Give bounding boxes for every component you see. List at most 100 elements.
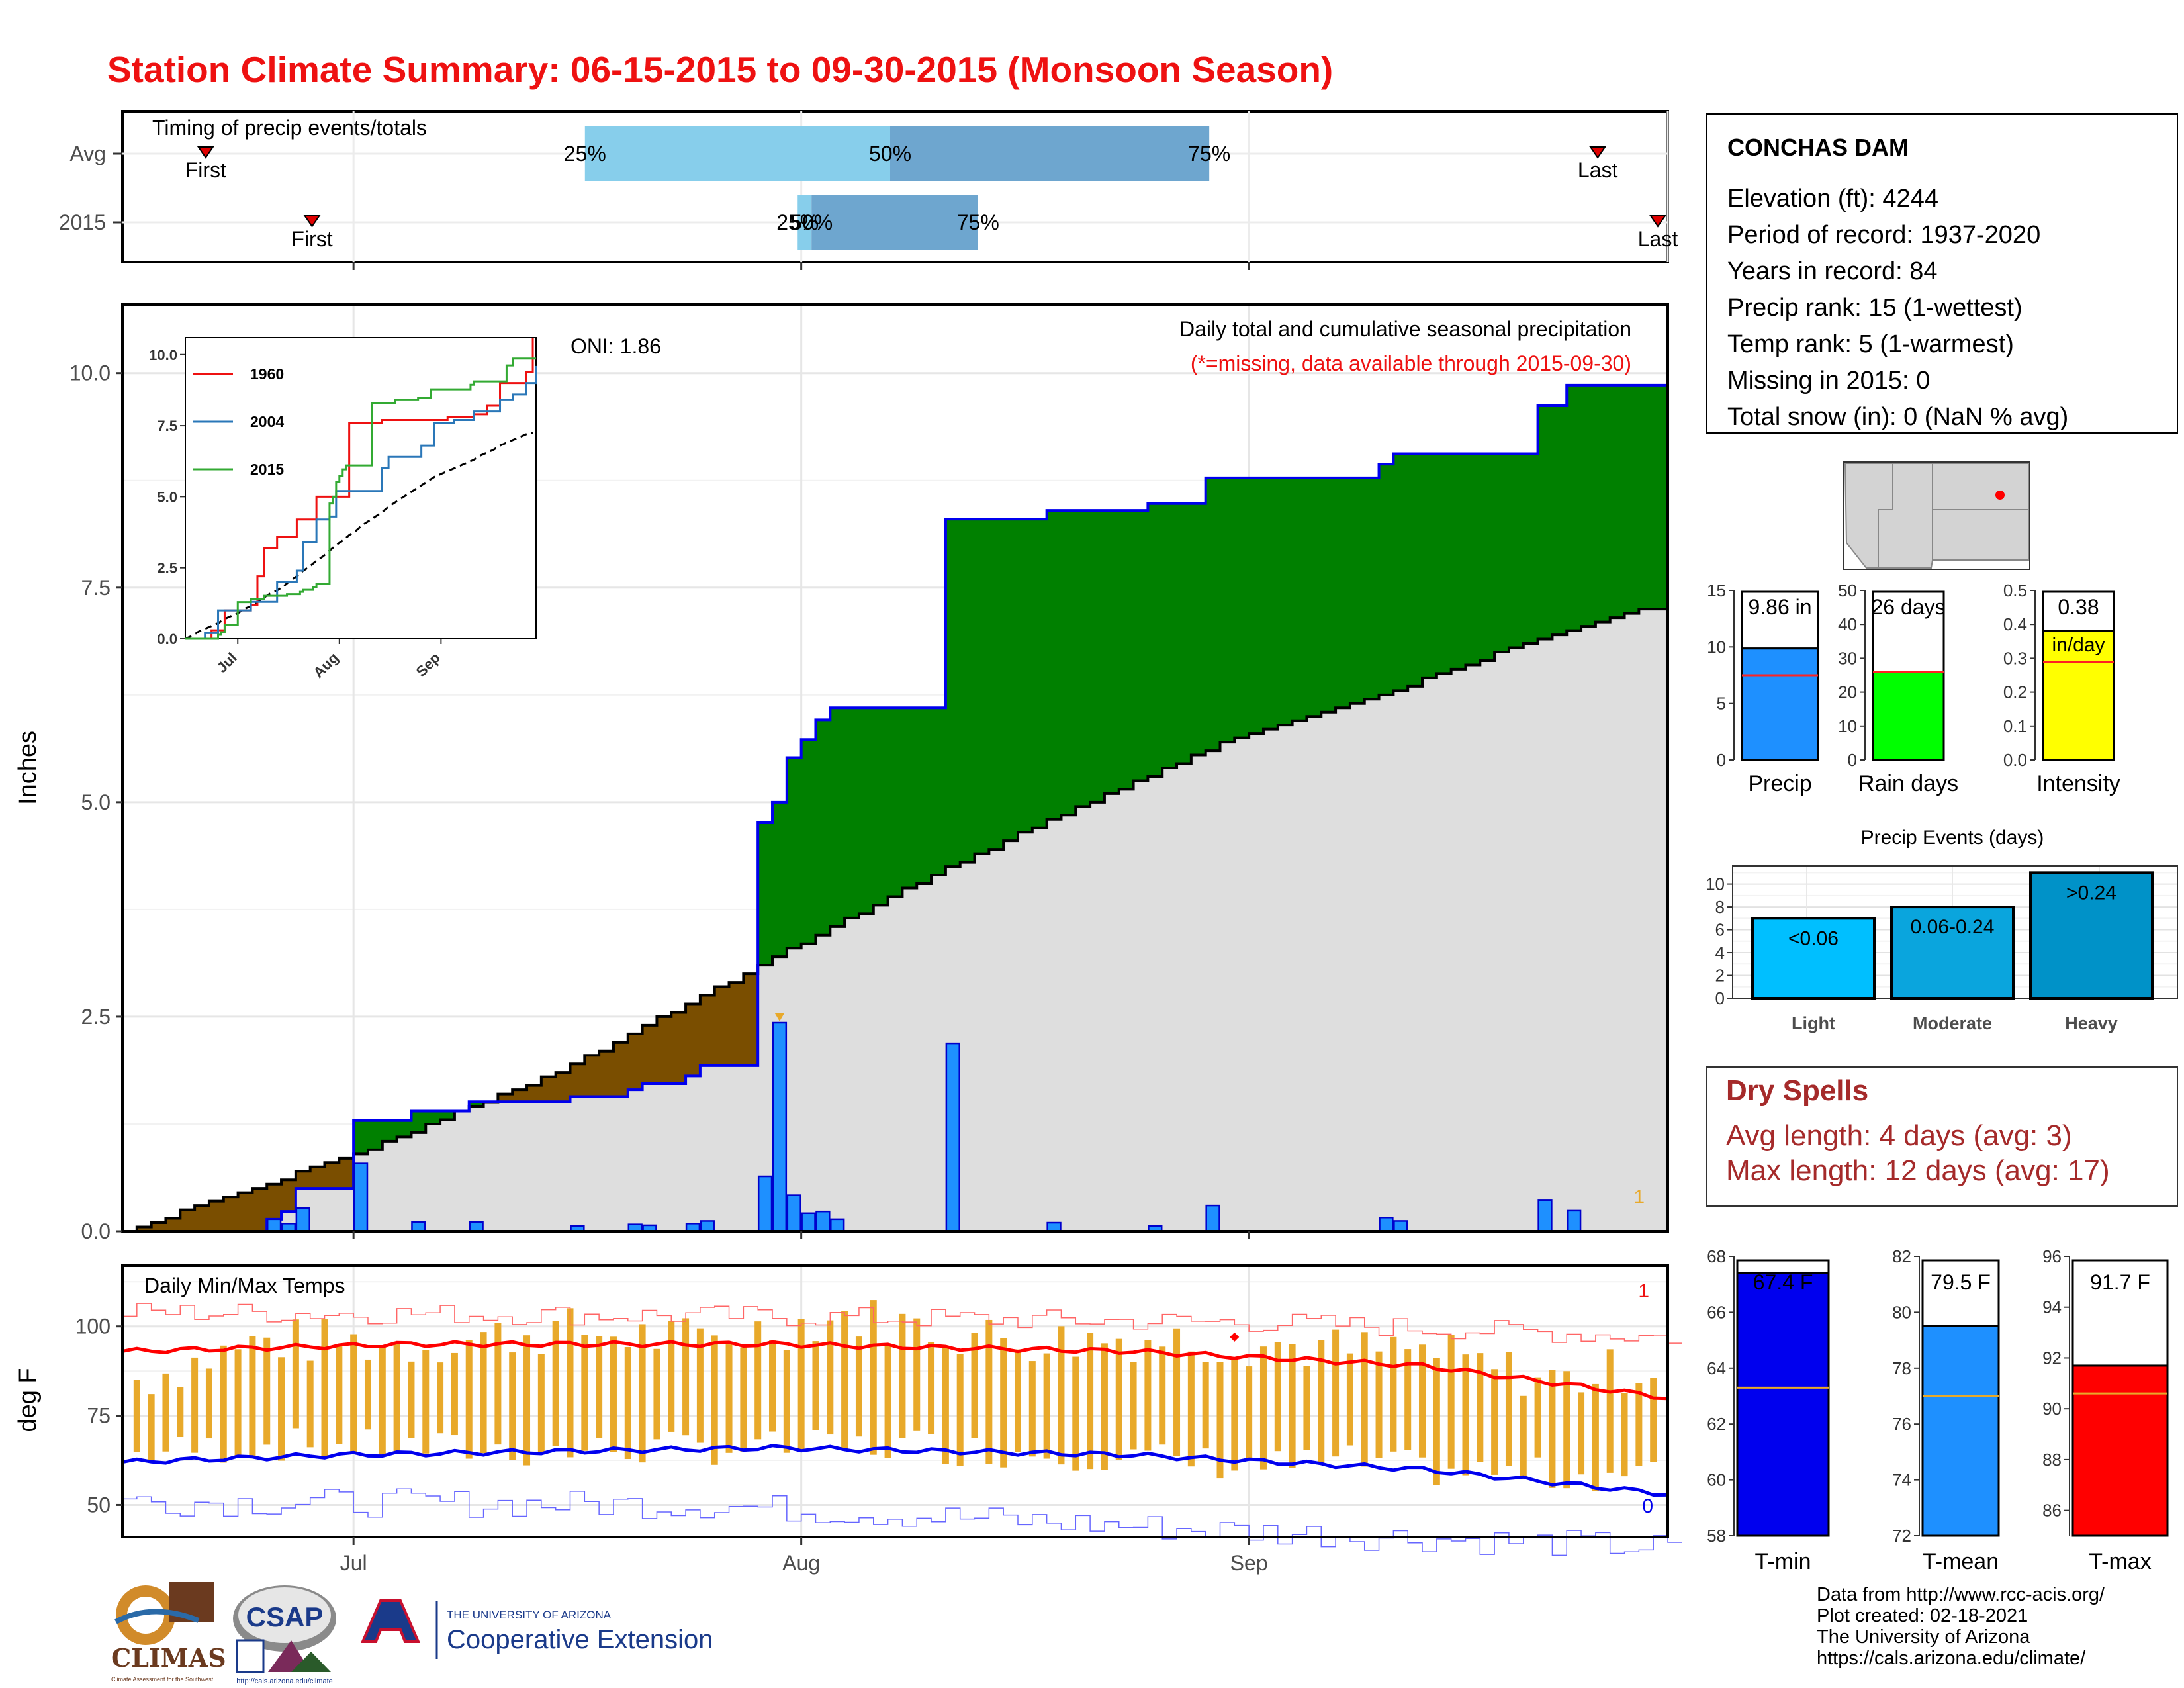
daily-temp-bar [1592,1383,1599,1492]
daily-temp-bar [596,1336,603,1438]
surplus-segment [411,1111,426,1133]
surplus-segment [1508,453,1524,648]
timing-row-label: 2015 [59,211,106,234]
record-min-line [122,1488,1682,1556]
daily-temp-bar [1202,1362,1209,1449]
cumulative-2015-line [122,383,1668,1233]
station-info-box: CONCHAS DAM Elevation (ft): 4244 Period … [1706,113,2178,434]
surplus-segment [1177,503,1192,764]
daily-temp-bar [1144,1340,1152,1451]
summary-y-tick-label: 20 [1838,682,1857,702]
daily-temp-bar [841,1311,848,1449]
summary-y-tick-label: 0.1 [2003,716,2027,736]
daily-temp-bar [133,1380,140,1452]
deficit-segment [324,1162,340,1189]
deficit-segment [743,974,758,1066]
inset-series-line-2015 [185,357,536,640]
daily-precip-bar [1537,1199,1553,1233]
surplus-segment [1393,453,1408,691]
surplus-segment [1205,477,1221,751]
oni-value: ONI: 1.86 [570,334,661,358]
daily-temp-bar [639,1324,646,1463]
deficit-segment [136,1227,152,1231]
temp-summary-y-tick-label: 58 [1707,1526,1726,1546]
surplus-segment [1162,503,1177,768]
daily-temp-bar [494,1323,502,1445]
page-title: Station Climate Summary: 06-15-2015 to 0… [107,49,1333,90]
deficit-segment [642,1025,658,1084]
surplus-segment [1336,477,1351,708]
daily-temp-bar [1216,1362,1224,1479]
surplus-segment [1148,503,1163,776]
temp-summary-box [2071,1259,2169,1367]
surplus-segment [786,757,802,949]
surplus-segment [1436,453,1452,674]
summary-y-tick-label: 40 [1838,614,1857,634]
daily-temp-bar [278,1357,285,1461]
daily-precip-bar [700,1220,715,1233]
daily-temp-bar [581,1335,588,1451]
temp-summary-y-tick-label: 96 [2042,1246,2062,1266]
daily-precip-bar [266,1218,282,1233]
inset-y-tick-label: 10.0 [149,347,177,363]
daily-precip-bar [1205,1204,1220,1233]
timing-first-label: First [291,227,332,251]
timing-first-marker [197,146,214,159]
daily-temp-bar [379,1346,386,1457]
surplus-segment [396,1120,412,1137]
surplus-segment [1321,477,1336,712]
timing-row-label: Avg [69,142,106,165]
precip-events-title: Precip Events (days) [1861,827,2044,849]
daily-precip-bar [830,1218,845,1233]
y-tick-label: 100 [75,1315,111,1338]
y-tick-label: 10.0 [69,361,111,385]
deficit-segment [339,1158,354,1189]
temp-summary-y-tick-label: 74 [1892,1470,1911,1490]
daily-temp-bar [1130,1362,1137,1450]
station-line: Missing in 2015: 0 [1727,367,1930,395]
precip-event-category-label: Light [1792,1013,1835,1033]
ua-logo-line1: THE UNIVERSITY OF ARIZONA [447,1609,612,1621]
surplus-segment [440,1111,455,1120]
summary-y-tick-label: 0.4 [2003,614,2027,634]
daily-precip-bar [786,1194,801,1233]
surplus-segment [960,519,976,863]
timing-q75-label: 75% [957,211,999,234]
surplus-segment [758,822,773,966]
daily-temp-bar [523,1335,531,1466]
events-y-tick-label: 2 [1715,966,1725,986]
surplus-segment [917,708,932,884]
daily-temp-bar [1635,1383,1643,1466]
temp-summary-bar-t-max [2071,1364,2169,1537]
temp-summary-bar-t-min [1736,1272,1830,1537]
daily-temp-bar [1390,1336,1397,1452]
record-marker [774,1013,784,1021]
deficit-segment [238,1192,253,1231]
daily-temp-bar [234,1349,242,1456]
daily-precip-bar [815,1210,831,1233]
daily-precip-bar [772,1021,788,1233]
temperature-panel: 50 75 100 Daily Min/Max Temps deg F 1 0 [14,1264,1682,1556]
timing-q50-label: 50% [869,142,911,165]
surplus-segment [1118,510,1134,790]
surplus-segment [1046,510,1062,820]
daily-temp-bar [321,1319,328,1457]
surplus-segment [887,708,903,897]
surplus-segment [1220,477,1235,743]
daily-temp-bar [1259,1346,1267,1470]
station-line: Temp rank: 5 (1-warmest) [1727,330,2014,358]
daily-temp-bar [537,1354,545,1454]
surplus-segment [1408,453,1423,686]
surplus-segment [989,519,1004,850]
station-line: Elevation (ft): 4244 [1727,185,1938,212]
temp-summary-y-tick-label: 80 [1892,1302,1911,1322]
daily-temp-bar [509,1352,516,1460]
daily-temp-bar [1419,1344,1426,1458]
deficit-segment [657,1016,672,1084]
precip-caption-line1: Daily total and cumulative seasonal prec… [1179,317,1631,341]
summary-bar-label: Intensity [2036,771,2120,796]
daily-temp-bar [653,1348,660,1440]
